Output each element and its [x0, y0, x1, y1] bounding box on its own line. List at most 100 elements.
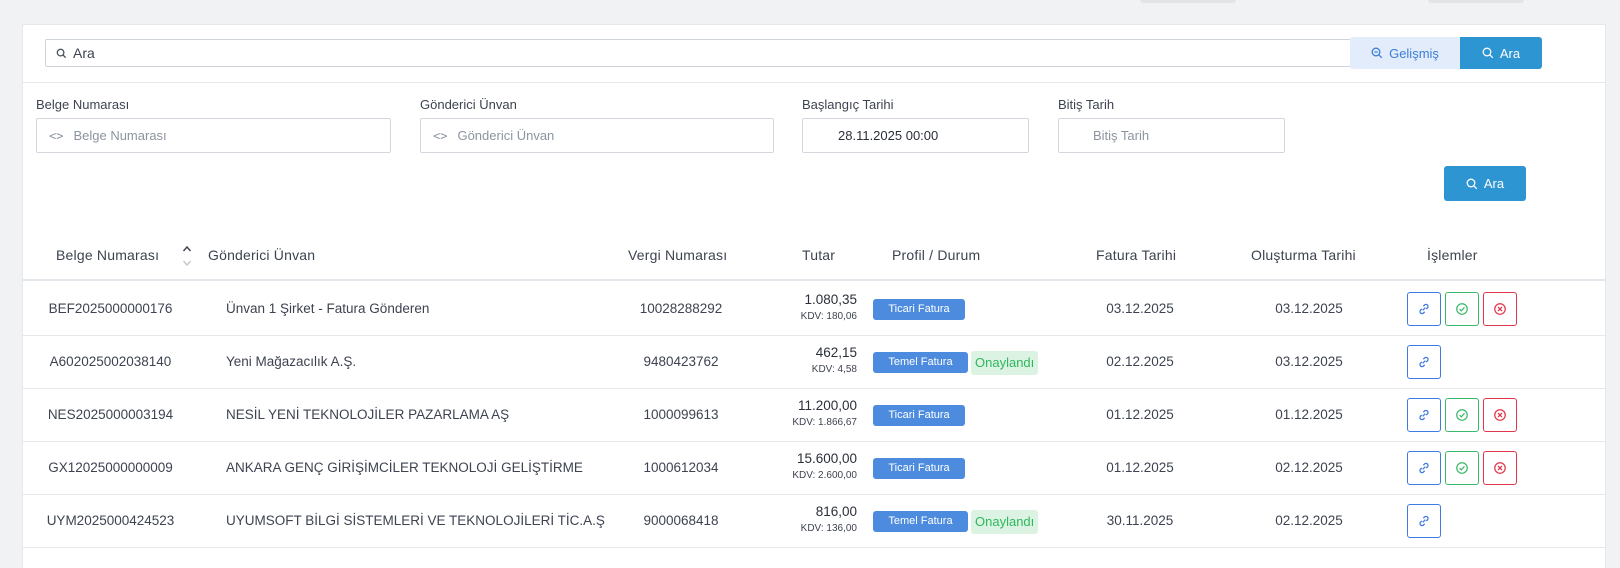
reject-button[interactable] [1483, 451, 1517, 485]
zoom-icon [1371, 47, 1383, 59]
reject-button[interactable] [1483, 292, 1517, 326]
amount-cell: 1.080,35 KDV: 180,06 [801, 292, 857, 322]
sender-cell: Ünvan 1 Şirket - Fatura Gönderen [226, 301, 430, 316]
advanced-search-button[interactable]: Gelişmiş [1350, 37, 1460, 69]
tax-no-cell: 1000612034 [643, 460, 719, 475]
link-button[interactable] [1407, 292, 1441, 326]
table-row: NES2025000003194 NESİL YENİ TEKNOLOJİLER … [23, 389, 1605, 442]
sender-field[interactable]: <> Gönderici Ünvan [420, 118, 774, 153]
tax-no-cell: 10028288292 [639, 301, 723, 316]
approve-button[interactable] [1445, 398, 1479, 432]
search-input[interactable]: Ara [45, 39, 1351, 67]
end-date-label: Bitiş Tarih [1058, 97, 1115, 112]
invoice-date-cell: 02.12.2025 [1106, 354, 1174, 369]
col-doc-no[interactable]: Belge Numarası [56, 247, 160, 263]
created-date-cell: 02.12.2025 [1275, 460, 1343, 475]
check-circle-icon [1456, 462, 1468, 474]
code-icon: <> [433, 128, 448, 143]
search-icon [1466, 178, 1478, 189]
link-button[interactable] [1407, 345, 1441, 379]
doc-no-field[interactable]: <> Belge Numarası [36, 118, 391, 153]
status-badge: Onaylandı [971, 510, 1039, 534]
check-circle-icon [1456, 409, 1468, 421]
approve-button[interactable] [1445, 292, 1479, 326]
link-icon [1419, 303, 1429, 315]
reject-button[interactable] [1483, 398, 1517, 432]
created-date-cell: 02.12.2025 [1275, 513, 1343, 528]
quick-search-label: Ara [1499, 45, 1521, 61]
amount-value: 462,15 [815, 345, 857, 360]
table-row: BEF2025000000176 Ünvan 1 Şirket - Fatura … [23, 283, 1605, 336]
quick-search-button[interactable]: Ara [1460, 37, 1542, 69]
code-icon: <> [49, 128, 64, 143]
start-date-field[interactable]: 28.11.2025 00:00 [802, 118, 1029, 153]
sender-placeholder: Gönderici Ünvan [457, 128, 555, 143]
sender-cell: NESİL YENİ TEKNOLOJİLER PAZARLAMA AŞ [226, 407, 510, 422]
doc-no-cell: NES2025000003194 [47, 407, 174, 422]
sender-cell: Yeni Mağazacılık A.Ş. [226, 354, 357, 369]
col-profile: Profil / Durum [892, 247, 981, 263]
link-button[interactable] [1407, 451, 1441, 485]
amount-value: 1.080,35 [804, 292, 857, 307]
x-circle-icon [1494, 303, 1506, 315]
top-tab-1[interactable] [1140, 0, 1236, 3]
start-date-label: Başlangıç Tarihi [802, 97, 894, 112]
x-circle-icon [1494, 409, 1506, 421]
tax-no-cell: 1000099613 [643, 407, 719, 422]
col-invoice-date: Fatura Tarihi [1096, 247, 1177, 263]
created-date-cell: 01.12.2025 [1275, 407, 1343, 422]
doc-no-placeholder: Belge Numarası [73, 128, 167, 143]
table-row: UYM2025000424523 UYUMSOFT BİLGİ SİSTEMLER… [23, 495, 1605, 548]
profile-badge: Temel Fatura [873, 352, 968, 373]
kdv-value: KDV: 4,58 [811, 364, 857, 375]
link-icon [1419, 356, 1429, 368]
table-row: GX12025000000009 ANKARA GENÇ GİRİŞİMCİLER… [23, 442, 1605, 495]
amount-cell: 11.200,00 KDV: 1.866,67 [792, 398, 857, 428]
amount-value: 816,00 [815, 504, 857, 519]
created-date-cell: 03.12.2025 [1275, 301, 1343, 316]
kdv-value: KDV: 2.600,00 [792, 470, 857, 481]
link-button[interactable] [1407, 504, 1441, 538]
profile-badge: Ticari Fatura [873, 405, 965, 426]
col-amount: Tutar [802, 247, 836, 263]
link-icon [1419, 462, 1429, 474]
search-icon [56, 48, 67, 58]
link-button[interactable] [1407, 398, 1441, 432]
col-tax-no: Vergi Numarası [628, 247, 728, 263]
filter-search-button[interactable]: Ara [1444, 166, 1526, 201]
search-placeholder: Ara [73, 45, 95, 61]
profile-badge: Temel Fatura [873, 511, 968, 532]
amount-value: 15.600,00 [796, 451, 857, 466]
sort-icon[interactable] [182, 243, 192, 269]
doc-no-cell: A602025002038140 [49, 354, 172, 369]
search-icon [1482, 47, 1494, 59]
amount-value: 11.200,00 [797, 398, 857, 413]
approve-button[interactable] [1445, 451, 1479, 485]
link-icon [1419, 515, 1429, 527]
sender-cell: UYUMSOFT BİLGİ SİSTEMLERİ VE TEKNOLOJİLE… [226, 513, 605, 528]
table-row: A602025002038140 Yeni Mağazacılık A.Ş. 948… [23, 336, 1605, 389]
doc-no-cell: GX12025000000009 [48, 460, 173, 475]
start-date-value: 28.11.2025 00:00 [838, 128, 939, 143]
tax-no-cell: 9480423762 [643, 354, 719, 369]
invoice-date-cell: 30.11.2025 [1106, 513, 1174, 528]
invoice-date-cell: 01.12.2025 [1106, 407, 1174, 422]
invoice-date-cell: 03.12.2025 [1106, 301, 1174, 316]
invoice-date-cell: 01.12.2025 [1106, 460, 1174, 475]
kdv-value: KDV: 180,06 [800, 311, 857, 322]
doc-no-cell: BEF2025000000176 [48, 301, 173, 316]
col-sender: Gönderici Ünvan [208, 247, 316, 263]
top-tab-2[interactable] [1428, 0, 1524, 3]
profile-badge: Ticari Fatura [873, 458, 965, 479]
link-icon [1419, 409, 1429, 421]
table-header: Belge Numarası Gönderici Ünvan Vergi Num… [23, 229, 1605, 281]
end-date-field[interactable]: Bitiş Tarih [1058, 118, 1285, 153]
col-created-date: Oluşturma Tarihi [1251, 247, 1356, 263]
quick-search-bar: Ara Gelişmiş Ara [23, 25, 1605, 83]
check-circle-icon [1456, 303, 1468, 315]
x-circle-icon [1494, 462, 1506, 474]
col-actions: İşlemler [1427, 247, 1478, 263]
amount-cell: 15.600,00 KDV: 2.600,00 [792, 451, 857, 481]
kdv-value: KDV: 1.866,67 [792, 417, 857, 428]
filter-search-label: Ara [1483, 176, 1505, 191]
